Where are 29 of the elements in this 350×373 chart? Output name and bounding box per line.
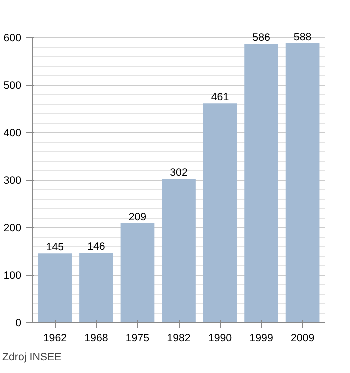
y-tick-label: 200 (4, 222, 22, 235)
bar (286, 43, 320, 322)
x-tick-label: 1968 (84, 332, 108, 344)
x-tick-label: 1962 (43, 332, 68, 344)
bar (38, 254, 72, 322)
x-tick-label: 1999 (250, 332, 274, 344)
y-tick-label: 100 (4, 270, 22, 282)
y-tick-label: 400 (4, 128, 22, 140)
data-label: 146 (88, 241, 106, 254)
data-label: 302 (170, 167, 188, 180)
data-label: 586 (252, 32, 270, 44)
bar (162, 179, 196, 322)
x-tick-label: 1990 (208, 332, 232, 344)
data-label: 588 (294, 31, 312, 44)
x-tick-label: 1975 (126, 332, 150, 344)
y-tick-label: 500 (4, 80, 22, 92)
bar (244, 44, 278, 322)
x-tick-label: 2009 (290, 332, 315, 344)
bar (203, 104, 238, 322)
data-label: 209 (128, 211, 147, 224)
data-label: 145 (46, 242, 64, 254)
x-tick-label: 1982 (167, 332, 191, 344)
bar (120, 223, 155, 322)
y-tick-label: 300 (4, 175, 22, 188)
text: Zdroj INSEE (2, 352, 62, 364)
bar (80, 253, 114, 322)
y-tick-label: 0 (16, 318, 22, 330)
y-tick-label: 600 (4, 32, 22, 45)
data-label: 461 (211, 92, 230, 104)
